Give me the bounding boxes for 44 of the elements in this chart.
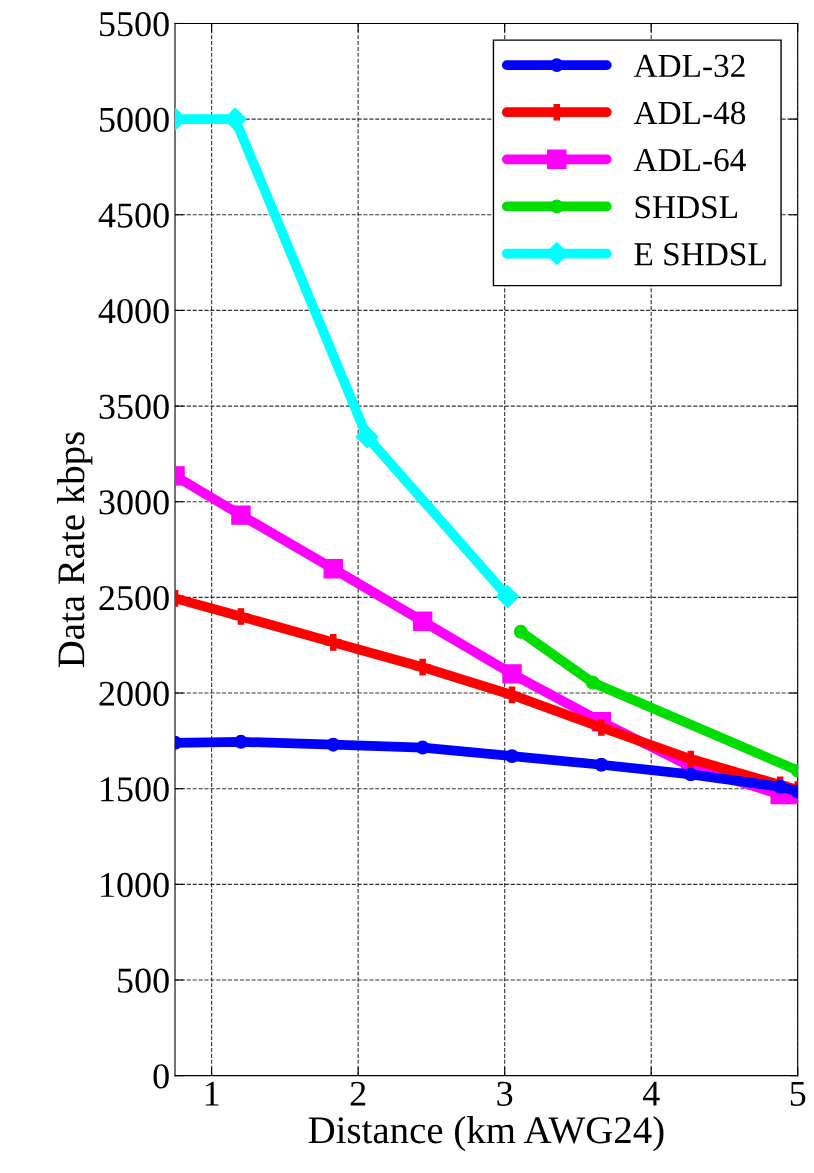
point: [502, 664, 522, 684]
y-tick-label: 2000: [99, 681, 169, 706]
legend-label: ADL-32: [633, 54, 745, 78]
x-axis-title: Distance (km AWG24): [308, 1116, 664, 1152]
x-tick-label: 1: [205, 1081, 219, 1106]
point: [232, 608, 250, 625]
point: [355, 425, 379, 449]
y-tick-label: 500: [118, 968, 169, 993]
y-tick-label: 4500: [98, 203, 169, 228]
y-tick-label: 3500: [99, 394, 169, 419]
point: [593, 719, 610, 736]
point: [503, 686, 521, 704]
x-tick-label: 4: [642, 1081, 660, 1106]
point: [231, 505, 251, 525]
point: [496, 584, 520, 608]
y-tick-label: 0: [153, 1064, 169, 1089]
y-tick-label: 5500: [100, 11, 169, 37]
x-tick-label: 2: [350, 1081, 366, 1106]
y-tick-label: 5000: [100, 107, 169, 132]
point: [233, 734, 248, 749]
point: [505, 749, 519, 764]
point: [323, 558, 343, 579]
y-tick-label: 1500: [101, 777, 169, 802]
point: [415, 740, 430, 755]
x-tick-label: 3: [497, 1081, 513, 1106]
point: [513, 624, 528, 639]
point: [683, 767, 698, 782]
point: [585, 675, 600, 690]
point: [594, 757, 609, 772]
point: [412, 611, 433, 632]
y-tick-label: 3000: [99, 490, 169, 515]
point: [682, 750, 700, 768]
point: [326, 737, 341, 752]
legend-label: E SHDSL: [634, 243, 766, 266]
legend-label: ADL-64: [633, 148, 746, 172]
legend-label: SHDSL: [635, 196, 738, 219]
y-tick-label: 1000: [101, 872, 169, 898]
y-axis-title: Data Rate kbps: [57, 432, 93, 668]
legend-label: ADL-48: [633, 101, 746, 125]
point: [324, 633, 342, 651]
y-tick-label: 2500: [99, 585, 169, 611]
point: [414, 658, 431, 676]
x-tick-label: 5: [790, 1081, 806, 1106]
y-tick-label: 4000: [98, 298, 169, 324]
